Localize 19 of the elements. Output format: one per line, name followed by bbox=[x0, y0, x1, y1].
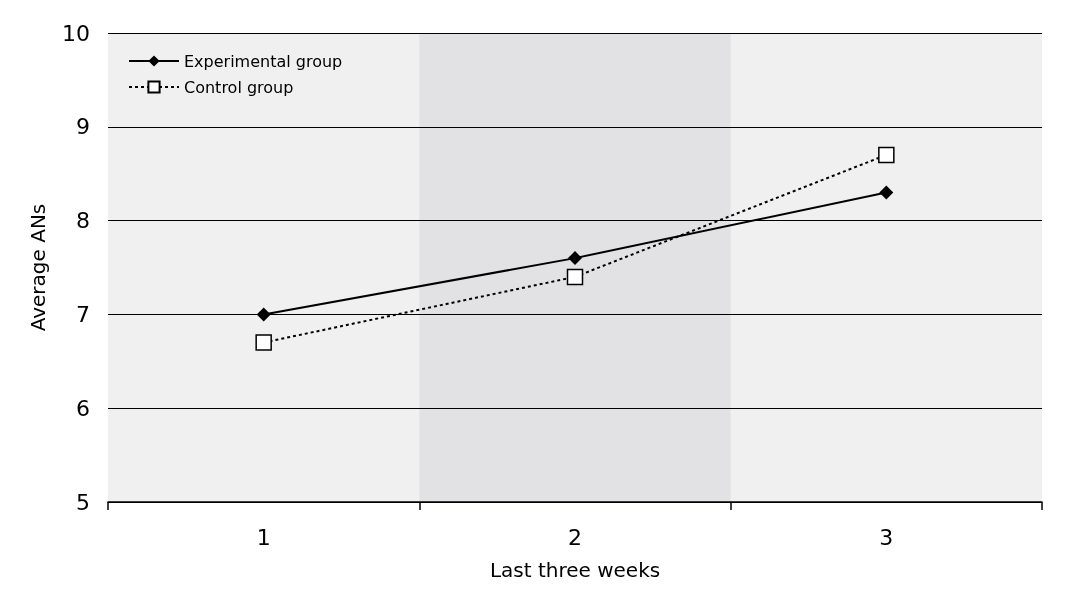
y-tick-label: 8 bbox=[76, 208, 90, 234]
y-tick-label: 9 bbox=[76, 114, 90, 140]
point bbox=[879, 185, 894, 200]
x-tick-label: 2 bbox=[568, 524, 582, 550]
y-tick-label: 5 bbox=[76, 489, 90, 515]
point bbox=[255, 334, 272, 351]
x-axis-title: Last three weeks bbox=[489, 558, 661, 582]
y-tick-label: 6 bbox=[76, 395, 90, 421]
legend-label: Experimental group bbox=[184, 51, 343, 71]
y-tick-label: 10 bbox=[62, 20, 90, 46]
point bbox=[256, 307, 271, 322]
point bbox=[878, 146, 895, 164]
legend-label: Control group bbox=[184, 77, 294, 97]
y-tick-label: 7 bbox=[76, 301, 90, 327]
y-axis-title: Average ANs bbox=[26, 203, 50, 332]
point bbox=[568, 251, 582, 266]
point bbox=[566, 268, 584, 286]
x-tick-label: 1 bbox=[256, 524, 271, 550]
x-tick-label: 3 bbox=[879, 524, 894, 550]
